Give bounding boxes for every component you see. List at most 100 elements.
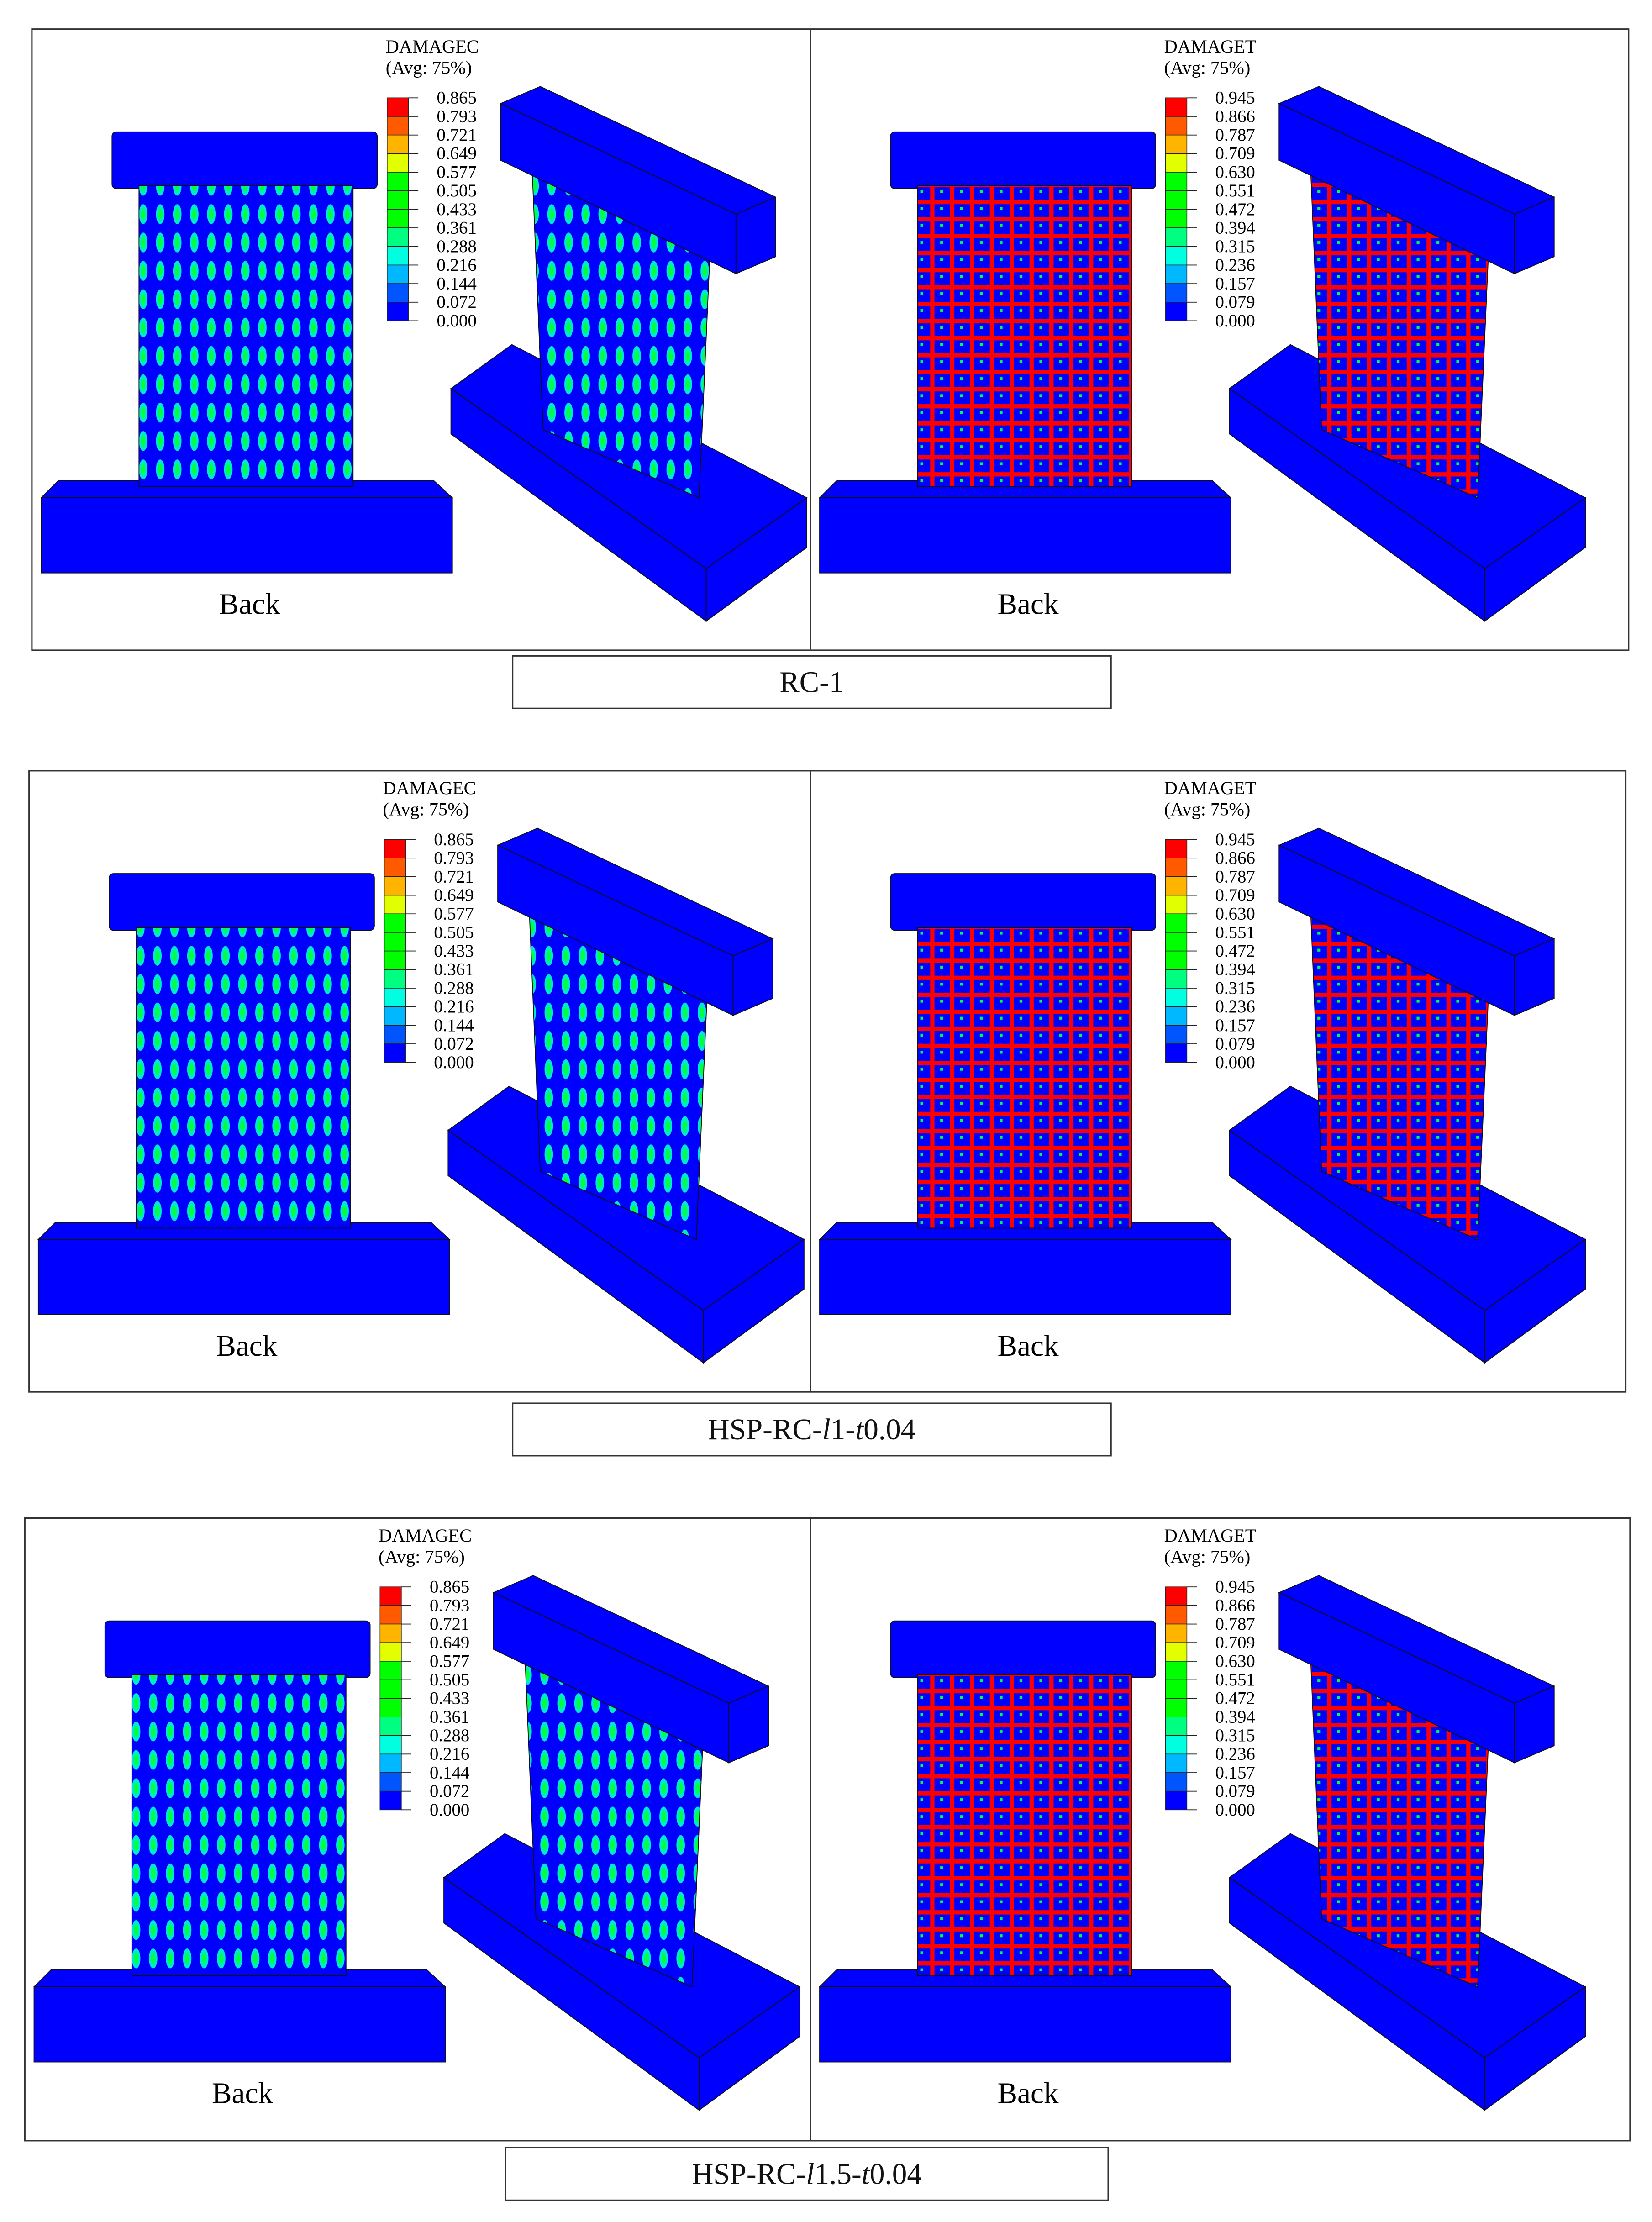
damage-contour-panel: DAMAGET (Avg: 75%) 0.9450.8660.7870.7090…	[818, 36, 1586, 622]
legend-swatch	[1165, 1735, 1188, 1755]
legend-value: 0.144	[437, 274, 477, 294]
legend-value: 0.236	[1215, 255, 1255, 275]
legend-swatch	[384, 950, 406, 970]
top-beam-end-face	[1514, 1685, 1555, 1764]
legend-swatch	[1165, 1006, 1188, 1026]
legend-value: 0.288	[434, 978, 474, 998]
wall-damage-contour	[136, 927, 351, 1229]
legend-value: 0.079	[1215, 292, 1255, 312]
legend-swatch	[379, 1772, 402, 1792]
legend-value: 0.394	[1215, 1707, 1255, 1727]
legend-swatch	[387, 134, 409, 154]
front-view-model	[818, 873, 1232, 1315]
legend-swatch	[387, 283, 409, 303]
legend-value: 0.865	[430, 1577, 469, 1597]
damage-contour-panel: DAMAGEC (Avg: 75%) 0.8650.7930.7210.6490…	[40, 36, 808, 622]
legend-averaging: (Avg: 75%)	[1164, 1546, 1251, 1567]
legend-swatch	[1165, 913, 1188, 933]
legend-swatch	[387, 97, 409, 117]
color-legend: DAMAGEC (Avg: 75%) 0.8650.7930.7210.6490…	[379, 1525, 472, 1820]
tension-damage-panel: DAMAGET (Avg: 75%) 0.945 0.866 0.787 0.709 0…	[811, 1519, 1588, 2140]
legend-value: 0.551	[1215, 1670, 1255, 1690]
legend-swatch	[379, 1753, 402, 1773]
legend-value: 0.787	[1215, 1614, 1255, 1634]
legend-swatch	[1165, 1623, 1188, 1643]
legend-swatch	[1165, 134, 1188, 154]
legend-value: 0.649	[437, 144, 477, 163]
legend-value: 0.433	[434, 941, 474, 961]
legend-swatch	[379, 1623, 402, 1643]
legend-value: 0.793	[437, 106, 477, 126]
legend-value: 0.709	[1215, 1633, 1255, 1653]
base-right-face	[699, 1986, 800, 2111]
legend-value: 0.072	[434, 1034, 474, 1053]
legend-value: 0.505	[437, 181, 477, 200]
legend-swatch	[1165, 839, 1188, 858]
legend-value: 0.787	[1215, 867, 1255, 886]
legend-swatch	[384, 969, 406, 989]
caption-segment: t	[861, 2157, 870, 2191]
legend-value: 0.394	[1215, 218, 1255, 237]
legend-value: 0.000	[437, 311, 477, 331]
caption-segment: t	[855, 1412, 864, 1447]
caption-segment: 1.5-	[814, 2157, 862, 2191]
legend-value: 0.866	[1215, 1595, 1255, 1615]
legend-value: 0.551	[1215, 922, 1255, 942]
legend-value: 0.505	[434, 922, 474, 942]
caption-segment: 0.04	[863, 1412, 916, 1447]
legend-swatch	[1165, 190, 1188, 210]
legend-swatch	[1165, 1790, 1188, 1811]
color-legend: DAMAGET (Avg: 75%) 0.9450.8660.7870.7090…	[1164, 778, 1257, 1072]
legend-swatch	[1165, 264, 1188, 284]
legend-value: 0.630	[1215, 904, 1255, 924]
legend-value: 0.721	[430, 1614, 469, 1634]
top-beam-end-face	[1514, 938, 1555, 1016]
legend-title: DAMAGET	[1164, 778, 1257, 798]
legend-value: 0.577	[434, 904, 474, 924]
legend-value: 0.236	[1215, 997, 1255, 1016]
legend-title: DAMAGET	[1164, 1525, 1257, 1546]
legend-value: 0.288	[430, 1726, 469, 1745]
compression-damage-panel: DAMAGEC (Avg: 75%) 0.865 0.793 0.721 0.649 0…	[26, 1519, 803, 2140]
legend-averaging: (Avg: 75%)	[379, 1546, 465, 1567]
legend-value: 0.787	[1215, 125, 1255, 145]
legend-swatch	[1165, 227, 1188, 247]
tension-damage-panel: DAMAGET (Avg: 75%) 0.945 0.866 0.787 0.709 0…	[811, 771, 1588, 1391]
legend-value: 0.945	[1215, 88, 1255, 108]
isometric-view-model	[1228, 86, 1586, 622]
legend-value: 0.000	[1215, 1053, 1255, 1072]
specimen-caption: RC-1	[512, 655, 1112, 709]
legend-value: 0.865	[437, 88, 477, 108]
legend-swatch	[384, 932, 406, 952]
base-right-face	[703, 1238, 805, 1364]
panel-divider	[810, 771, 811, 1391]
legend-title: DAMAGEC	[379, 1525, 472, 1546]
legend-swatch	[1165, 172, 1188, 191]
legend-value: 0.793	[434, 848, 474, 868]
legend-swatch	[1165, 988, 1188, 1007]
legend-title: DAMAGEC	[383, 778, 476, 798]
damage-contour-panel: DAMAGEC (Avg: 75%) 0.8650.7930.7210.6490…	[37, 778, 805, 1364]
isometric-view-model	[1228, 1575, 1586, 2111]
legend-swatch	[387, 172, 409, 191]
legend-swatch	[1165, 950, 1188, 970]
caption-segment: HSP-RC-	[708, 1412, 822, 1447]
damage-contour-panel: DAMAGET (Avg: 75%) 0.9450.8660.7870.7090…	[818, 1525, 1586, 2111]
legend-value: 0.649	[430, 1633, 469, 1653]
legend-swatch	[387, 227, 409, 247]
legend-value: 0.472	[1215, 941, 1255, 961]
legend-value: 0.551	[1215, 181, 1255, 200]
isometric-view-model	[1228, 827, 1586, 1364]
legend-value: 0.000	[1215, 311, 1255, 331]
legend-swatch	[384, 1043, 406, 1063]
legend-swatch	[1165, 1753, 1188, 1773]
legend-swatch	[1165, 246, 1188, 266]
legend-swatch	[387, 246, 409, 266]
legend-value: 0.945	[1215, 830, 1255, 849]
color-legend: DAMAGEC (Avg: 75%) 0.8650.7930.7210.6490…	[383, 778, 476, 1072]
top-beam	[890, 1620, 1156, 1678]
top-beam-end-face	[1514, 196, 1555, 274]
caption-segment: l	[806, 2157, 815, 2191]
wall-damage-contour	[917, 185, 1132, 487]
